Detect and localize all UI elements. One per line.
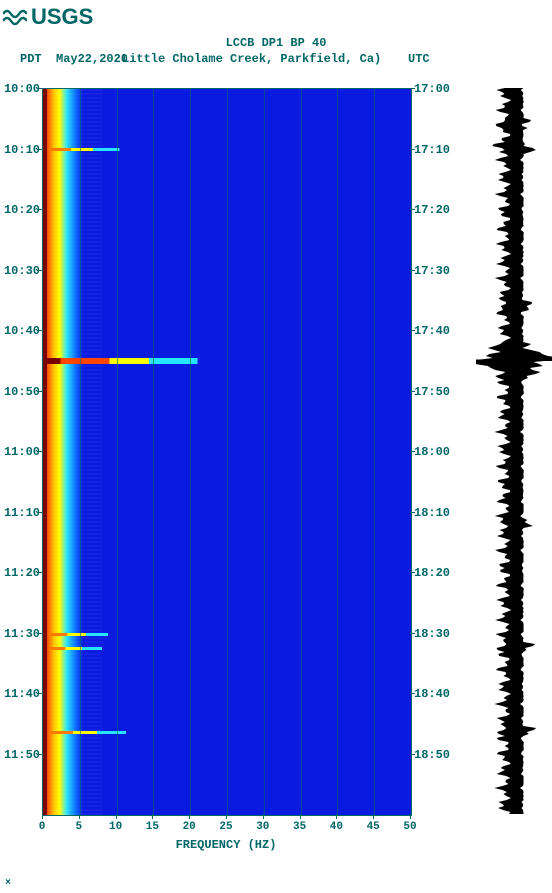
pdt-tick-0: 10:00: [0, 82, 40, 96]
pdt-tick-3: 10:30: [0, 264, 40, 278]
location-label: Little Cholame Creek, Parkfield, Ca): [122, 52, 381, 66]
gridline-45hz: [374, 89, 375, 815]
utc-tick-3: 17:30: [414, 264, 454, 278]
utc-tick-7: 18:10: [414, 506, 454, 520]
usgs-logo-text: USGS: [31, 4, 93, 30]
utc-tick-2: 17:20: [414, 203, 454, 217]
pdt-tick-1: 10:10: [0, 143, 40, 157]
xtick-20: 20: [179, 821, 199, 833]
xtick-0: 0: [32, 821, 52, 833]
minor-event-3: [49, 647, 115, 650]
minor-event-0: [49, 148, 137, 151]
utc-tick-5: 17:50: [414, 385, 454, 399]
gridline-5hz: [80, 89, 81, 815]
utc-tick-11: 18:50: [414, 748, 454, 762]
xtick-45: 45: [363, 821, 383, 833]
utc-tick-10: 18:40: [414, 687, 454, 701]
pdt-tick-11: 11:50: [0, 748, 40, 762]
usgs-wave-icon: [3, 6, 27, 28]
minor-event-1: [49, 633, 123, 636]
xtick-30: 30: [253, 821, 273, 833]
xtick-50: 50: [400, 821, 420, 833]
pdt-tick-2: 10:20: [0, 203, 40, 217]
gridline-20hz: [190, 89, 191, 815]
usgs-logo: USGS: [3, 4, 93, 30]
page-mark-icon: ×: [5, 878, 10, 886]
gridline-30hz: [264, 89, 265, 815]
utc-tick-6: 18:00: [414, 445, 454, 459]
pdt-tick-6: 11:00: [0, 445, 40, 459]
gridline-40hz: [337, 89, 338, 815]
utc-label: UTC: [408, 52, 430, 66]
pdt-tick-7: 11:10: [0, 506, 40, 520]
station-title: LCCB DP1 BP 40: [0, 36, 552, 50]
utc-tick-4: 17:40: [414, 324, 454, 338]
pdt-tick-8: 11:20: [0, 566, 40, 580]
pdt-tick-10: 11:40: [0, 687, 40, 701]
gridline-25hz: [227, 89, 228, 815]
pdt-tick-9: 11:30: [0, 627, 40, 641]
xtick-15: 15: [142, 821, 162, 833]
utc-tick-0: 17:00: [414, 82, 454, 96]
noise-texture: [43, 89, 103, 815]
gridline-35hz: [301, 89, 302, 815]
utc-tick-1: 17:10: [414, 143, 454, 157]
seismic-spectrogram-page: { "logo": {"text":"USGS","color":"#00666…: [0, 0, 552, 893]
seismogram-panel: [476, 88, 552, 814]
xtick-40: 40: [326, 821, 346, 833]
pdt-tick-5: 10:50: [0, 385, 40, 399]
gridline-15hz: [153, 89, 154, 815]
date-label: May22,2020: [56, 52, 128, 66]
freq-axis-label: FREQUENCY (HZ): [0, 838, 452, 852]
xtick-35: 35: [290, 821, 310, 833]
xtick-25: 25: [216, 821, 236, 833]
pdt-tick-4: 10:40: [0, 324, 40, 338]
xtick-10: 10: [106, 821, 126, 833]
minor-event-2: [49, 731, 145, 734]
utc-tick-8: 18:20: [414, 566, 454, 580]
pdt-label: PDT: [20, 52, 42, 66]
spectrogram-plot: [42, 88, 412, 816]
gridline-10hz: [117, 89, 118, 815]
xtick-5: 5: [69, 821, 89, 833]
utc-tick-9: 18:30: [414, 627, 454, 641]
seismogram-trace: [476, 88, 552, 814]
